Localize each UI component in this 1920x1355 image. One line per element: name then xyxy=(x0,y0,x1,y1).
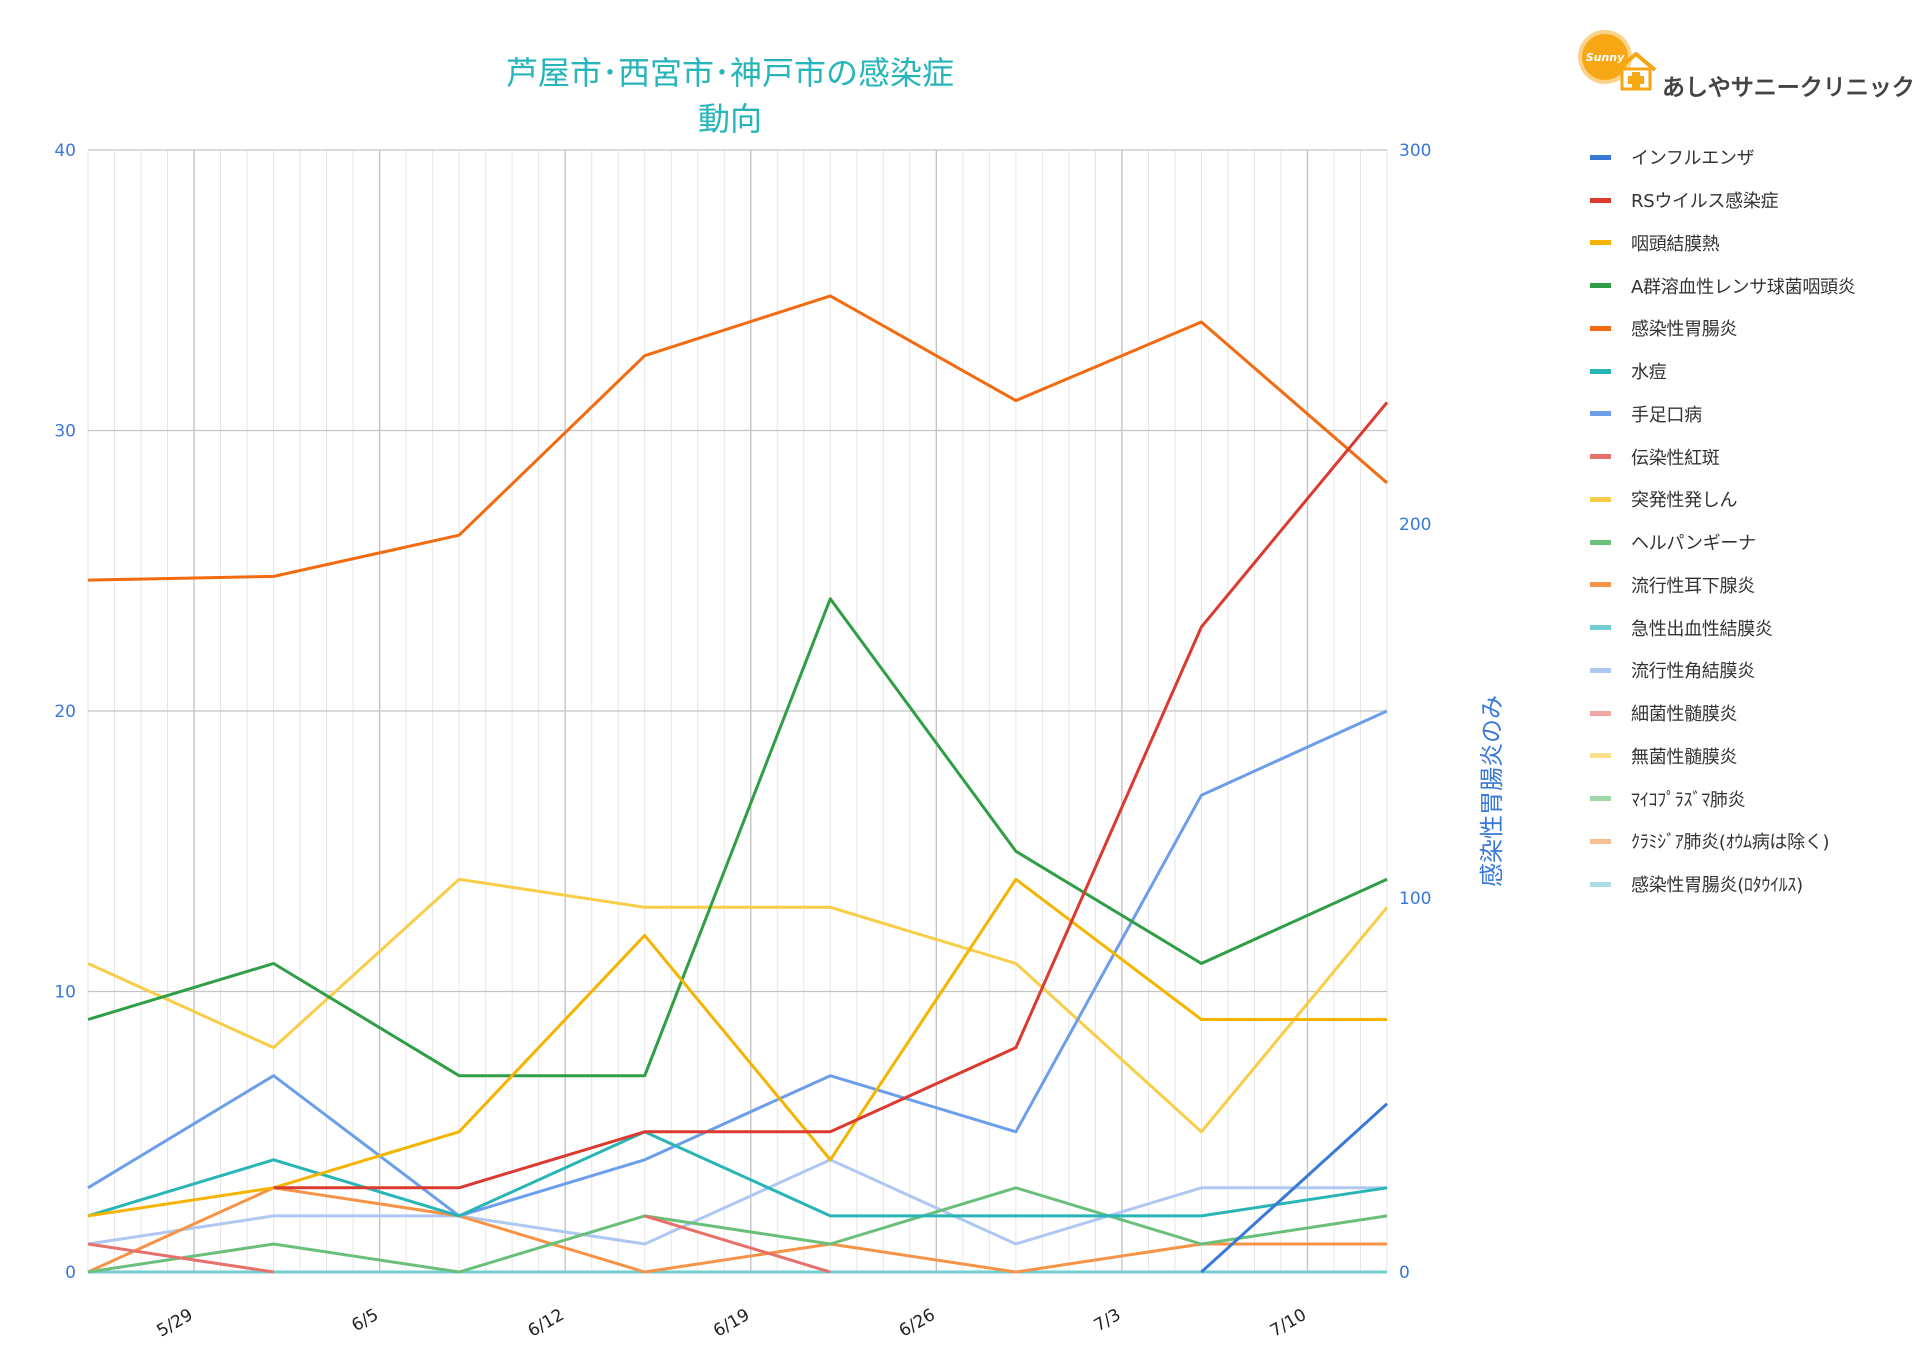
legend-item: 感染性胃腸炎(ﾛﾀｳｲﾙｽ) xyxy=(1590,863,1920,906)
legend-label: 伝染性紅斑 xyxy=(1631,447,1720,469)
chart-grid xyxy=(87,149,1388,1273)
x-tick-label: 6/12 xyxy=(525,1305,568,1341)
legend-label: 感染性胃腸炎 xyxy=(1631,319,1738,341)
legend-label: RSウイルス感染症 xyxy=(1631,191,1779,213)
legend-item: 急性出血性結膜炎 xyxy=(1590,606,1920,649)
series-line xyxy=(1200,1102,1389,1274)
legend-swatch xyxy=(1590,368,1611,374)
x-tick-label: 7/10 xyxy=(1267,1305,1310,1341)
legend-label: A群溶血性レンサ球菌咽頭炎 xyxy=(1631,276,1856,298)
y-left-tick-label: 30 xyxy=(54,422,76,442)
legend-label: 流行性角結膜炎 xyxy=(1631,661,1755,683)
legend-swatch xyxy=(1590,710,1611,716)
chart-title: 芦屋市･西宮市･神戸市の感染症動向 xyxy=(505,54,954,138)
legend-label: 水痘 xyxy=(1631,362,1667,384)
legend-label: 感染性胃腸炎(ﾛﾀｳｲﾙｽ) xyxy=(1631,875,1803,897)
series-line xyxy=(87,1214,831,1274)
legend-item: インフルエンザ xyxy=(1590,136,1920,179)
legend-swatch xyxy=(1590,154,1611,160)
x-tick-label: 7/3 xyxy=(1091,1305,1125,1336)
legend-item: A群溶血性レンサ球菌咽頭炎 xyxy=(1590,264,1920,307)
legend-label: ｸﾗﾐｼﾞｱ肺炎(ｵｳﾑ病は除く) xyxy=(1631,832,1830,854)
legend-label: 手足口病 xyxy=(1631,404,1702,426)
legend-label: 無菌性髄膜炎 xyxy=(1631,746,1738,768)
legend-item: 無菌性髄膜炎 xyxy=(1590,735,1920,778)
chart-legend: インフルエンザ RSウイルス感染症 咽頭結膜熱 A群溶血性レンサ球菌咽頭炎 感染性胃腸炎… xyxy=(1590,136,1920,906)
legend-item: 手足口病 xyxy=(1590,393,1920,436)
legend-item: 水痘 xyxy=(1590,350,1920,393)
legend-swatch xyxy=(1590,625,1611,631)
series-line xyxy=(87,1186,1388,1274)
legend-swatch xyxy=(1590,496,1611,502)
legend-item: 流行性耳下腺炎 xyxy=(1590,564,1920,607)
legend-label: ヘルパンギーナ xyxy=(1631,533,1756,555)
legend-item: 細菌性髄膜炎 xyxy=(1590,692,1920,735)
legend-swatch xyxy=(1590,454,1611,460)
legend-swatch xyxy=(1590,411,1611,417)
y-right-tick-label: 100 xyxy=(1399,889,1431,909)
legend-swatch xyxy=(1590,240,1611,246)
series-line xyxy=(87,1186,1387,1274)
sun-icon: Sunny xyxy=(1582,34,1628,80)
legend-label: 咽頭結膜熱 xyxy=(1631,233,1720,255)
legend-item: 咽頭結膜熱 xyxy=(1590,222,1920,265)
legend-swatch xyxy=(1590,753,1611,759)
house-cross-icon xyxy=(1615,52,1657,91)
chart-series xyxy=(87,294,1389,1274)
y-right-tick-label: 200 xyxy=(1399,515,1431,535)
legend-item: ﾏｲｺﾌﾟﾗｽﾞﾏ肺炎 xyxy=(1590,777,1920,820)
legend-item: 流行性角結膜炎 xyxy=(1590,649,1920,692)
clinic-name: あしやサニークリニック xyxy=(1662,75,1915,101)
series-line xyxy=(87,597,1388,1078)
legend-swatch xyxy=(1590,197,1611,203)
legend-item: RSウイルス感染症 xyxy=(1590,179,1920,222)
x-tick-label: 5/29 xyxy=(153,1305,196,1341)
series-line xyxy=(87,877,1387,1218)
y-left-tick-label: 0 xyxy=(65,1263,76,1283)
legend-label: ﾏｲｺﾌﾟﾗｽﾞﾏ肺炎 xyxy=(1631,789,1746,811)
legend-item: ヘルパンギーナ xyxy=(1590,521,1920,564)
series-line xyxy=(87,1158,1387,1246)
series-line xyxy=(87,1130,1388,1218)
x-tick-label: 6/19 xyxy=(710,1305,753,1341)
series-line xyxy=(87,294,1388,582)
legend-label: インフルエンザ xyxy=(1631,148,1755,170)
legend-label: 流行性耳下腺炎 xyxy=(1631,575,1755,597)
legend-swatch xyxy=(1590,325,1611,331)
y-left-tick-label: 20 xyxy=(54,702,76,722)
legend-label: 急性出血性結膜炎 xyxy=(1631,618,1773,640)
legend-label: 細菌性髄膜炎 xyxy=(1631,704,1738,726)
legend-item: 感染性胃腸炎 xyxy=(1590,307,1920,350)
legend-item: 伝染性紅斑 xyxy=(1590,435,1920,478)
x-tick-label: 6/26 xyxy=(896,1305,939,1341)
x-tick-label: 6/5 xyxy=(348,1305,382,1336)
series-line xyxy=(87,877,1389,1134)
y-left-tick-label: 40 xyxy=(54,141,76,161)
legend-swatch xyxy=(1590,796,1611,802)
legend-swatch xyxy=(1590,667,1611,673)
legend-item: ｸﾗﾐｼﾞｱ肺炎(ｵｳﾑ病は除く) xyxy=(1590,820,1920,863)
y-right-tick-label: 0 xyxy=(1399,1263,1410,1283)
legend-item: 突発性発しん xyxy=(1590,478,1920,521)
legend-swatch xyxy=(1590,283,1611,289)
series-line xyxy=(87,709,1388,1218)
series-line xyxy=(273,401,1389,1190)
legend-swatch xyxy=(1590,582,1611,588)
legend-swatch xyxy=(1590,881,1611,887)
y-right-axis-title: 感染性胃腸炎のみ xyxy=(1478,695,1506,887)
y-left-tick-label: 10 xyxy=(54,983,76,1003)
legend-swatch xyxy=(1590,539,1611,545)
legend-swatch xyxy=(1590,838,1611,844)
y-right-tick-label: 300 xyxy=(1399,141,1431,161)
clinic-logo: Sunny あしやサニークリニック xyxy=(1582,28,1915,108)
legend-label: 突発性発しん xyxy=(1631,490,1738,512)
